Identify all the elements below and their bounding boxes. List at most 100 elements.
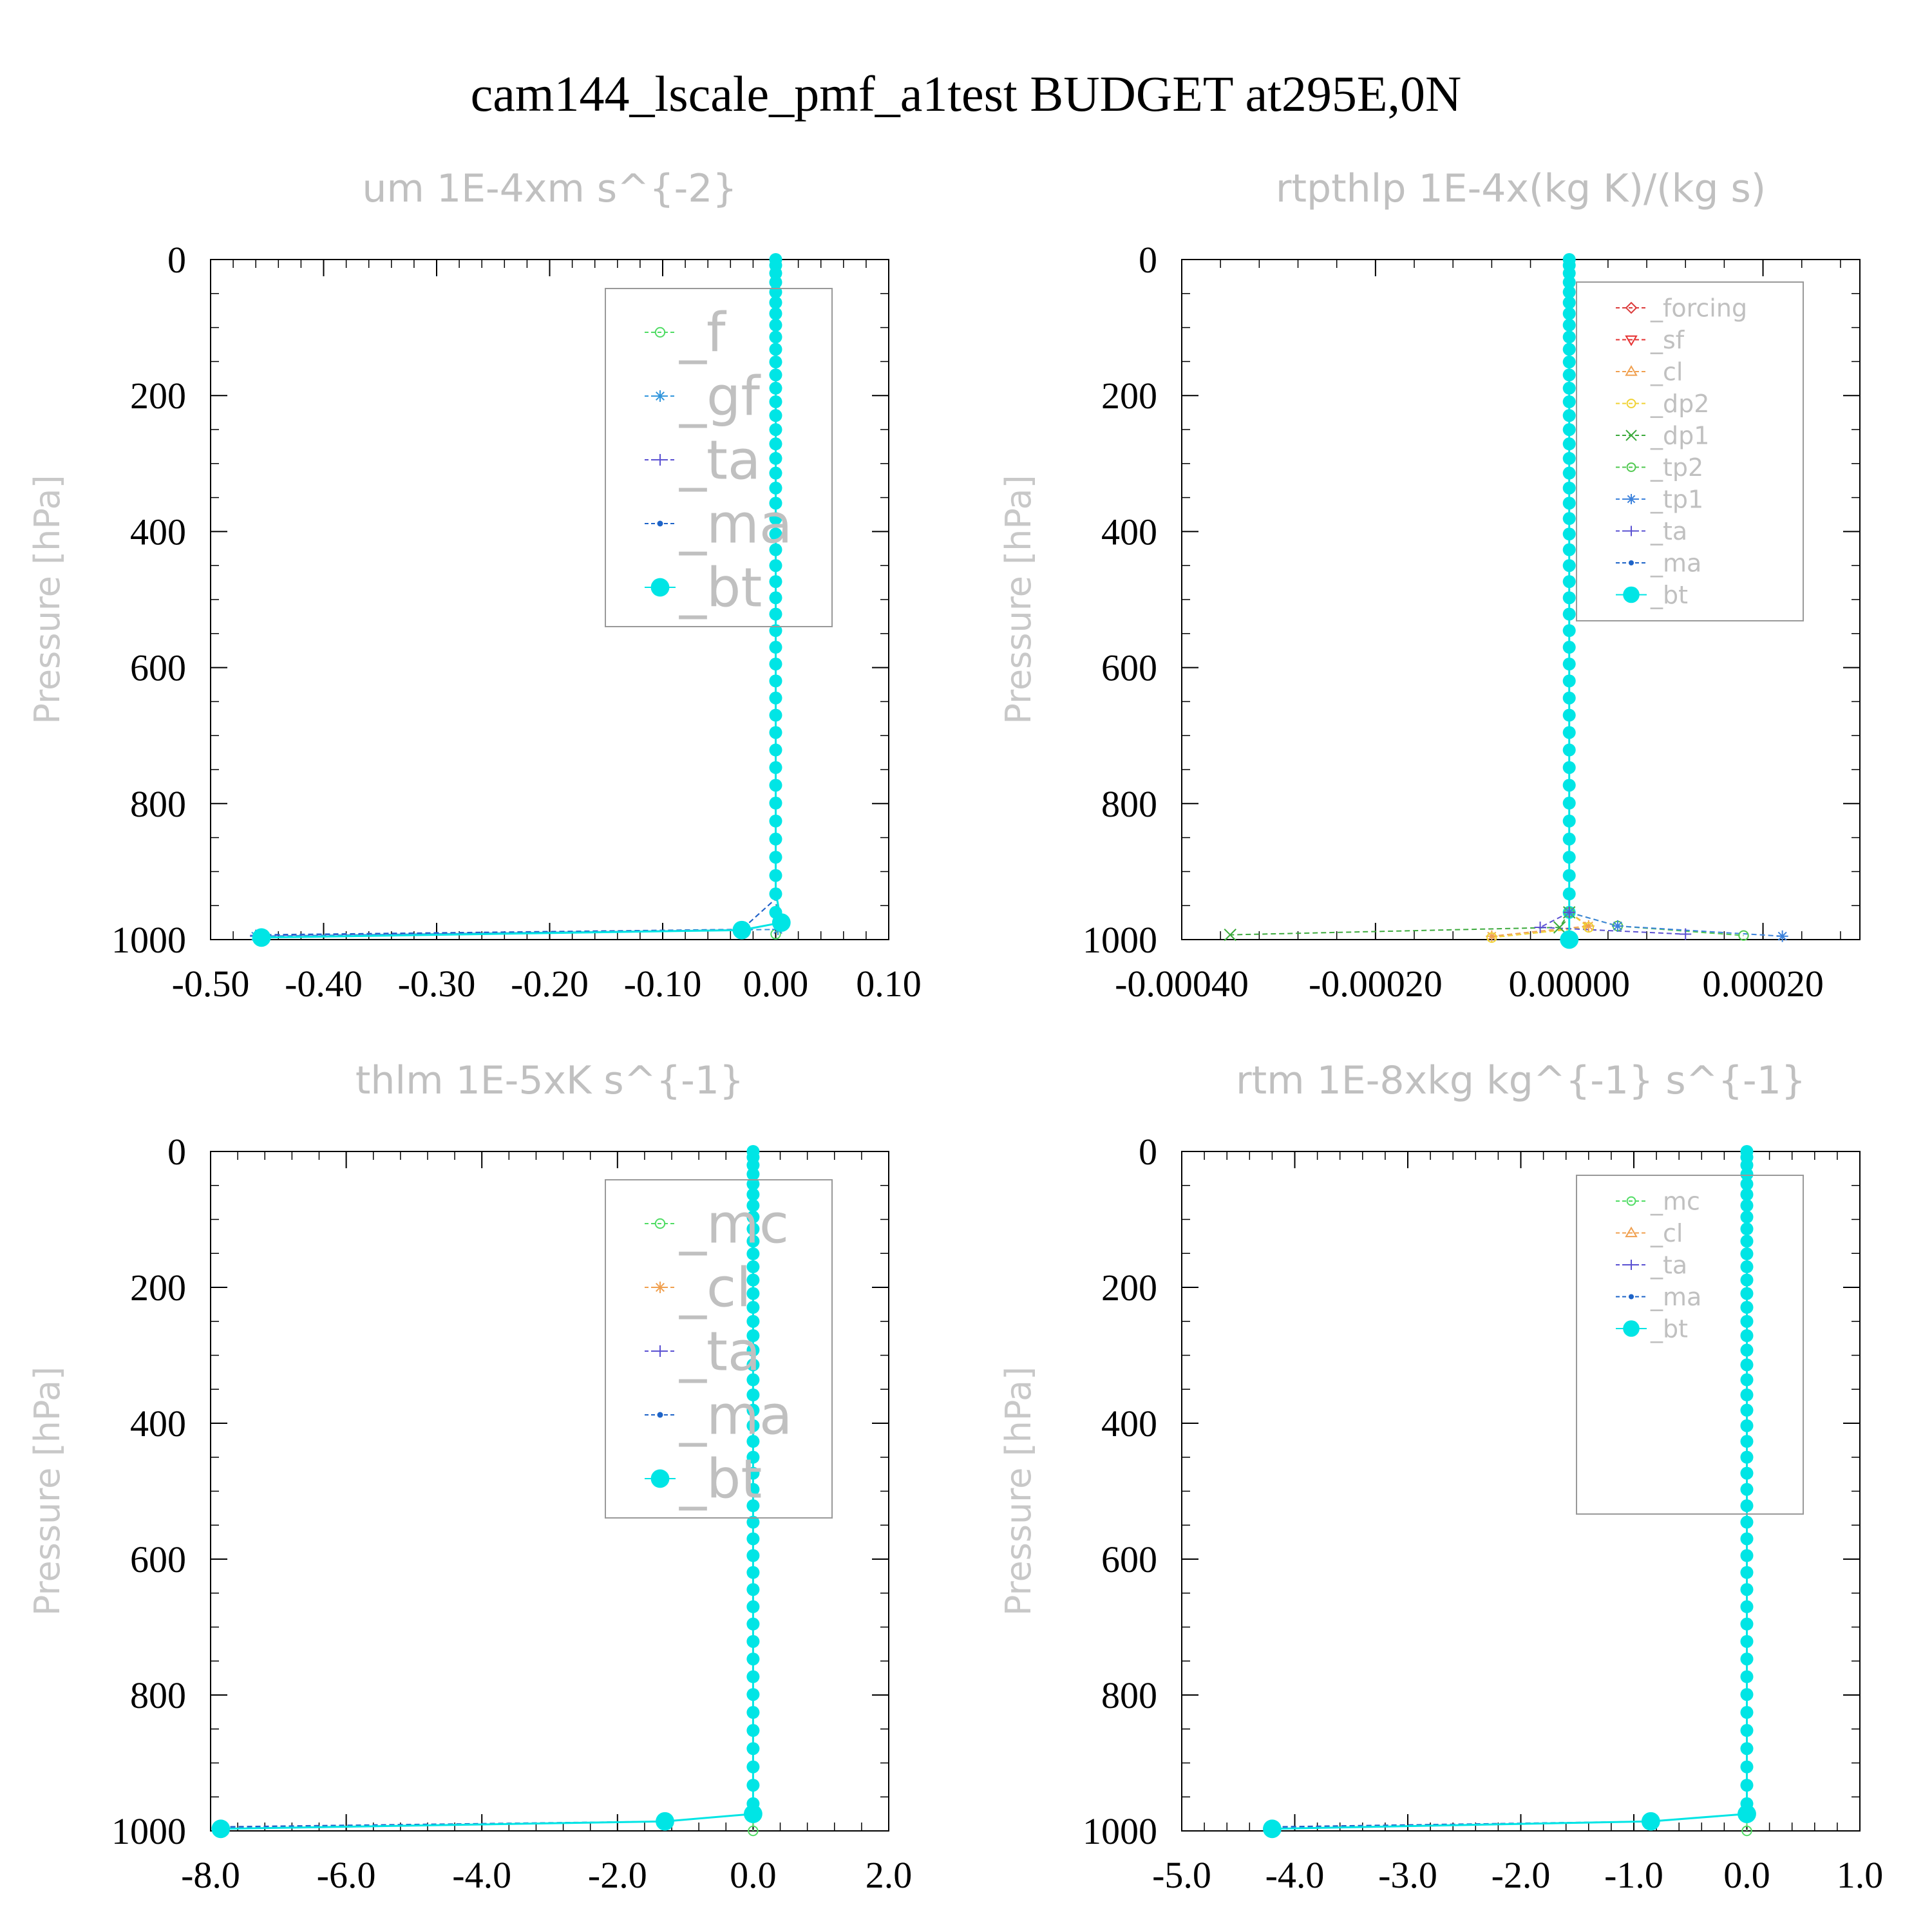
bt-data-point <box>746 1159 760 1172</box>
series-point-mc <box>748 1825 759 1837</box>
series-line-dp2 <box>1492 260 1591 938</box>
x-tick-label: -2.0 <box>1492 1854 1551 1896</box>
bt-data-point <box>769 318 782 332</box>
series-point-bt <box>252 928 271 947</box>
bt-data-point <box>769 368 782 382</box>
y-tick-label: 800 <box>130 1674 186 1716</box>
bt-data-point <box>746 1706 760 1719</box>
bt-data-point <box>746 1177 760 1191</box>
bt-data-point <box>1740 1159 1754 1172</box>
bt-data-point <box>746 1198 760 1212</box>
legend-label-dp2: _dp2 <box>1650 390 1709 418</box>
bt-data-point <box>769 437 782 451</box>
series-point-tp1 <box>1611 920 1624 932</box>
legend-marker-tp2 <box>1626 462 1636 472</box>
y-tick-label: 800 <box>1101 1674 1157 1716</box>
legend-marker-ma <box>1629 560 1634 565</box>
legend: _forcing _sf _cl _dp2 _dp1 _tp2 _tp1 _ta _ma _bt <box>1576 281 1804 621</box>
x-tick-label: 0.10 <box>856 963 922 1005</box>
x-tick-label: -1.0 <box>1604 1854 1663 1896</box>
y-tick-label: 1000 <box>111 919 186 961</box>
panel-3: thlm 1E-5xK s^{-1} Pressure [hPa] 0 200 400 6… <box>27 1058 912 1896</box>
legend-label-bt: _bt <box>679 556 762 619</box>
y-tick-label: 0 <box>167 239 186 281</box>
panel-4: rtm 1E-8xkg kg^{-1} s^{-1} Pressure [hPa]… <box>998 1058 1883 1896</box>
bt-data-point <box>769 708 782 722</box>
y-tick-label: 200 <box>1101 1267 1157 1309</box>
bt-data-point <box>1562 832 1576 846</box>
x-tick-label: 2.0 <box>866 1854 913 1896</box>
bt-data-point <box>1562 887 1576 901</box>
bt-data-point <box>1562 591 1576 605</box>
panel-title: rtm 1E-8xkg kg^{-1} s^{-1} <box>1236 1058 1806 1103</box>
bt-data-point <box>1562 726 1576 739</box>
x-tick-label: -0.20 <box>511 963 589 1005</box>
legend-marker-bt <box>1623 586 1640 603</box>
bt-data-point <box>746 1247 760 1260</box>
y-tick-label: 600 <box>130 647 186 689</box>
x-tick-label: 1.0 <box>1837 1854 1884 1896</box>
bt-data-point <box>1562 624 1576 638</box>
legend: _mc_cl_ta_ma_bt <box>605 1179 833 1519</box>
bt-data-point <box>1562 307 1576 321</box>
bt-data-point <box>1562 343 1576 356</box>
bt-data-point <box>1740 1532 1754 1546</box>
legend-label-bt: _bt <box>1650 1314 1688 1343</box>
bt-data-point <box>746 1403 760 1417</box>
bt-data-point <box>1562 607 1576 621</box>
legend-marker-mc <box>654 1218 666 1229</box>
bt-data-point <box>1562 381 1576 395</box>
series-line-dp1 <box>1230 260 1570 936</box>
bt-data-point <box>1562 330 1576 344</box>
series-point-bt <box>1738 1804 1756 1824</box>
x-tick-label: -0.10 <box>624 963 702 1005</box>
legend-marker-bt <box>1623 1320 1640 1337</box>
legend-label-sf: _sf <box>1650 326 1685 354</box>
bt-data-point <box>746 1499 760 1513</box>
bt-data-point <box>769 409 782 422</box>
series-point-bt <box>211 1819 231 1839</box>
x-tick-label: -3.0 <box>1378 1854 1437 1896</box>
bt-data-point <box>1740 1419 1754 1432</box>
bt-data-point <box>1740 1198 1754 1212</box>
y-axis-label: Pressure [hPa] <box>998 475 1039 724</box>
bt-data-point <box>746 1210 760 1224</box>
y-tick-label: 1000 <box>1083 919 1157 961</box>
bt-data-point <box>1740 1273 1754 1287</box>
bt-data-point <box>746 1358 760 1372</box>
bt-data-point <box>746 1435 760 1448</box>
bt-data-point <box>746 1779 760 1792</box>
series-point-dp2 <box>1486 932 1497 943</box>
legend-label-tp1: _tp1 <box>1650 485 1703 513</box>
series-line-cl <box>217 1151 754 1829</box>
bt-data-point <box>769 624 782 638</box>
series-point-dp1 <box>1553 921 1566 934</box>
bt-data-point <box>769 869 782 882</box>
x-tick-label: -0.00020 <box>1309 963 1443 1005</box>
bt-data-point <box>746 1724 760 1738</box>
x-tick-label: -6.0 <box>317 1854 376 1896</box>
bt-data-point <box>746 1482 760 1496</box>
legend-marker-dp2 <box>1626 399 1636 408</box>
bt-data-point <box>1562 497 1576 510</box>
legend-label-ma: _ma <box>679 1383 792 1446</box>
bt-data-point <box>1562 267 1576 280</box>
series-point-bt <box>744 1804 762 1824</box>
bt-data-point <box>746 1600 760 1613</box>
bt-data-point <box>1562 658 1576 671</box>
bt-data-point <box>1740 1566 1754 1579</box>
bt-data-point <box>1562 869 1576 882</box>
bt-data-point <box>746 1617 760 1631</box>
bt-data-point <box>1740 1706 1754 1719</box>
bt-data-point <box>1740 1301 1754 1314</box>
legend-marker-sf <box>1625 335 1638 346</box>
x-tick-label: -0.50 <box>172 963 250 1005</box>
bt-data-point <box>1740 1499 1754 1513</box>
bt-data-point <box>1562 355 1576 369</box>
bt-data-point <box>1740 1260 1754 1274</box>
legend-marker-cl <box>1625 365 1638 376</box>
y-axis-label: Pressure [hPa] <box>27 1367 68 1616</box>
panel-title: thlm 1E-5xK s^{-1} <box>355 1058 744 1103</box>
bt-data-point <box>769 395 782 408</box>
bt-data-point <box>746 1466 760 1480</box>
